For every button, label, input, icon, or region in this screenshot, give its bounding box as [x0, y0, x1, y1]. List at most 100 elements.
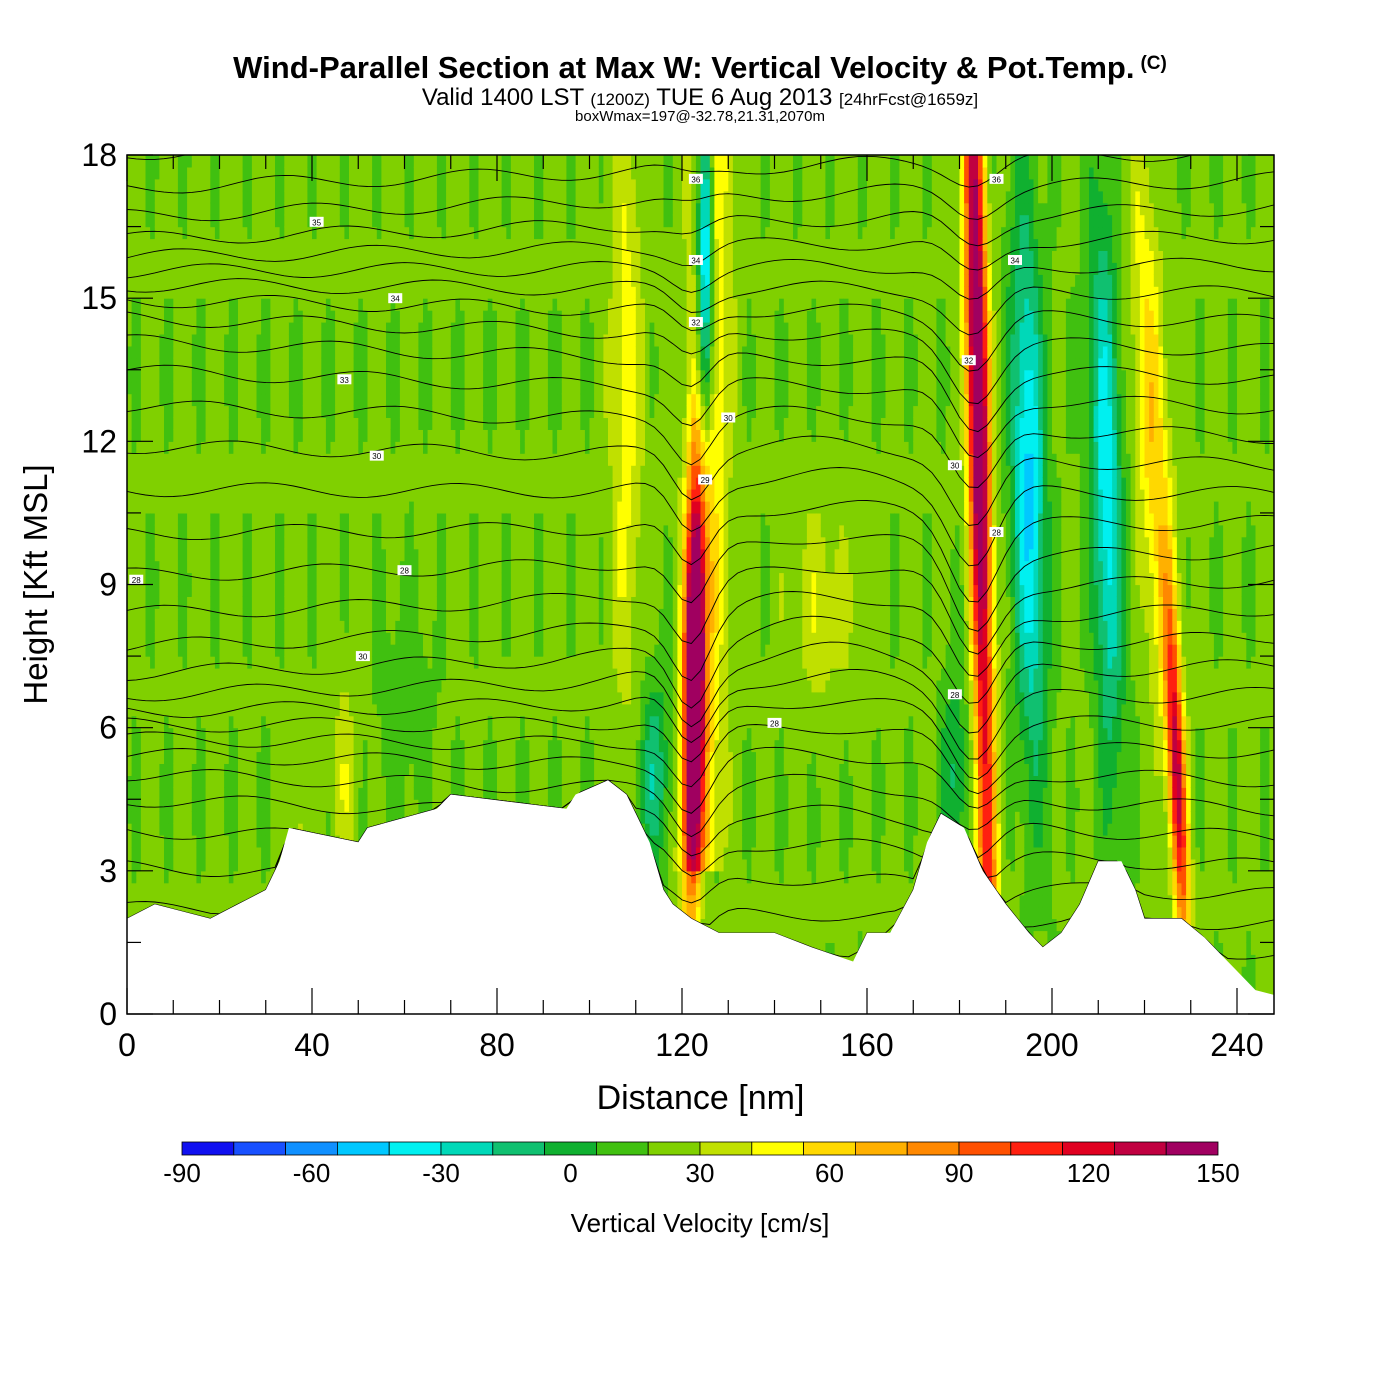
velocity-cell — [154, 298, 160, 311]
velocity-cell — [275, 799, 281, 812]
velocity-cell — [154, 536, 160, 550]
velocity-cell — [372, 703, 378, 717]
velocity-cell — [168, 787, 174, 800]
velocity-cell — [275, 691, 281, 705]
velocity-cell — [302, 155, 308, 168]
velocity-cell — [395, 166, 401, 180]
velocity-cell — [173, 691, 179, 705]
velocity-cell — [233, 369, 239, 383]
velocity-cell — [395, 357, 401, 371]
velocity-cell — [279, 799, 285, 812]
velocity-cell — [325, 393, 332, 407]
velocity-cell — [131, 584, 137, 597]
velocity-cell — [436, 190, 443, 204]
velocity-cell — [131, 727, 137, 741]
velocity-cell — [238, 441, 244, 454]
velocity-cell — [136, 262, 142, 275]
velocity-cell — [288, 703, 295, 717]
velocity-cell — [251, 727, 258, 741]
velocity-cell — [145, 512, 151, 526]
velocity-cell — [275, 858, 281, 872]
velocity-cell — [284, 644, 290, 657]
velocity-cell — [325, 679, 332, 693]
velocity-cell — [409, 644, 415, 657]
velocity-cell — [270, 608, 276, 621]
velocity-cell — [177, 369, 184, 383]
velocity-cell — [335, 572, 341, 586]
velocity-cell — [261, 739, 267, 753]
velocity-cell — [154, 226, 160, 240]
velocity-cell — [427, 715, 433, 729]
velocity-cell — [284, 656, 290, 669]
velocity-cell — [386, 417, 392, 430]
velocity-cell — [256, 298, 262, 311]
velocity-cell — [256, 310, 262, 323]
velocity-cell — [247, 298, 253, 311]
velocity-cell — [409, 429, 415, 442]
velocity-cell — [145, 811, 151, 824]
velocity-cell — [150, 823, 156, 836]
velocity-cell — [372, 489, 378, 502]
velocity-cell — [312, 405, 318, 418]
velocity-cell — [182, 393, 188, 407]
velocity-cell — [187, 166, 193, 180]
velocity-cell — [127, 214, 133, 228]
velocity-cell — [154, 417, 160, 430]
velocity-cell — [381, 190, 387, 204]
velocity-cell — [432, 393, 438, 407]
velocity-cell — [136, 166, 142, 180]
velocity-cell — [247, 322, 253, 335]
velocity-cell — [205, 441, 211, 454]
velocity-cell — [182, 596, 188, 609]
velocity-cell — [164, 799, 170, 812]
velocity-cell — [275, 596, 281, 609]
velocity-cell — [362, 465, 369, 478]
velocity-cell — [187, 560, 193, 574]
velocity-cell — [191, 679, 197, 693]
velocity-cell — [270, 787, 276, 800]
velocity-cell — [339, 178, 345, 192]
velocity-cell — [242, 381, 248, 395]
velocity-cell — [136, 656, 142, 669]
velocity-cell — [256, 799, 262, 812]
velocity-cell — [330, 190, 336, 204]
velocity-cell — [201, 178, 207, 192]
velocity-cell — [140, 214, 147, 228]
velocity-cell — [432, 489, 438, 502]
velocity-cell — [164, 596, 170, 609]
velocity-cell — [316, 536, 322, 550]
velocity-cell — [214, 799, 221, 812]
velocity-cell — [238, 608, 244, 621]
velocity-cell — [224, 226, 230, 240]
velocity-cell — [284, 799, 290, 812]
velocity-cell — [131, 393, 137, 407]
velocity-cell — [219, 310, 225, 323]
velocity-cell — [233, 715, 239, 729]
velocity-cell — [284, 536, 290, 550]
velocity-cell — [423, 214, 429, 228]
velocity-cell — [275, 501, 281, 514]
velocity-cell — [136, 715, 142, 729]
velocity-cell — [150, 739, 156, 753]
velocity-cell — [159, 489, 165, 502]
velocity-cell — [140, 381, 147, 395]
velocity-cell — [293, 608, 299, 621]
velocity-cell — [409, 262, 415, 275]
velocity-cell — [339, 298, 345, 311]
velocity-cell — [390, 536, 396, 550]
velocity-cell — [210, 572, 216, 586]
velocity-cell — [395, 656, 401, 669]
velocity-cell — [358, 465, 364, 478]
velocity-cell — [358, 166, 364, 180]
velocity-cell — [298, 417, 304, 430]
velocity-cell — [205, 679, 211, 693]
velocity-cell — [344, 512, 350, 526]
velocity-cell — [279, 584, 285, 597]
velocity-cell — [131, 274, 137, 287]
velocity-cell — [307, 691, 313, 705]
velocity-cell — [201, 751, 207, 764]
box-wmax-info: boxWmax=197@-32.78,21.31,2070m — [575, 108, 825, 125]
velocity-cell — [131, 620, 137, 633]
velocity-cell — [150, 369, 156, 383]
velocity-cell — [353, 345, 359, 359]
